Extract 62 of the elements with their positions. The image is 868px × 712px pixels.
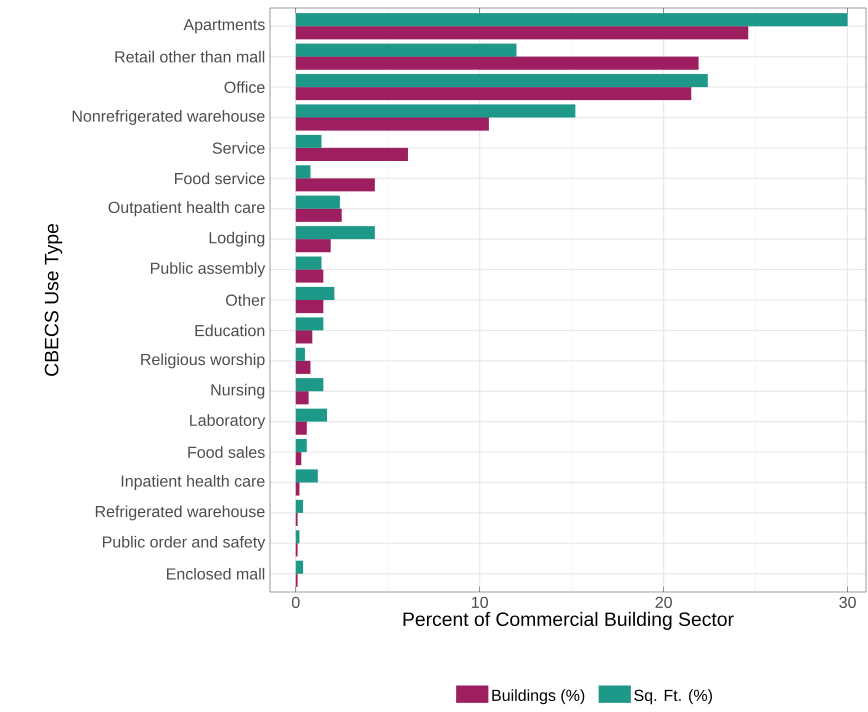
y-tick-label: Food service: [175, 172, 265, 184]
y-tick-label: Outpatient health care: [108, 201, 265, 216]
y-tick-label: Public assembly: [151, 262, 266, 278]
bar: [296, 56, 699, 70]
bar: [296, 26, 748, 40]
x-tick-label: 20: [656, 596, 672, 608]
x-tick-label: 10: [472, 596, 488, 608]
bar: [296, 148, 408, 161]
y-axis-title: CBECS Use Type: [44, 224, 62, 376]
bar: [296, 500, 304, 513]
y-tick-label: Education: [195, 324, 264, 336]
bar: [296, 165, 310, 178]
y-tick-label: Other: [226, 294, 266, 306]
bar: [296, 74, 708, 88]
bar: [296, 134, 322, 148]
bar: [296, 196, 340, 209]
bar: [296, 530, 300, 544]
bar: [296, 270, 324, 283]
y-tick-label: Refrigerated warehouse: [96, 505, 265, 520]
y-tick-label: Retail other than mall: [115, 50, 264, 63]
y-tick-label: Inpatient health care: [122, 475, 265, 490]
y-tick-label: Apartments: [184, 19, 265, 34]
y-tick-label: Nonrefrigerated warehouse: [72, 110, 265, 125]
y-tick-label: Service: [212, 142, 265, 154]
bar: [296, 300, 324, 314]
bar: [296, 452, 302, 466]
bar: [296, 208, 342, 222]
y-tick-label: Office: [224, 81, 265, 93]
bar: [296, 408, 328, 422]
bar: [296, 439, 307, 452]
bar: [296, 482, 300, 496]
bar: [296, 330, 312, 344]
bar: [296, 178, 375, 192]
y-tick-label: Enclosed mall: [167, 568, 264, 580]
bar: [296, 360, 310, 374]
bar: [296, 226, 375, 240]
bar: [296, 378, 324, 392]
bar: [296, 239, 331, 252]
bar: [296, 256, 322, 270]
bar: [296, 117, 489, 131]
legend-label: Buildings (%): [492, 689, 584, 704]
bar: [296, 44, 516, 57]
y-tick-label: Religious worship: [141, 353, 265, 368]
y-tick-label: Public order and safety: [102, 536, 266, 551]
x-tick-label: 30: [839, 596, 856, 608]
bar: [296, 13, 848, 26]
bar: [296, 469, 318, 482]
bar: [296, 560, 304, 574]
legend-label: Sq. Ft. (%): [634, 689, 712, 704]
y-tick-label: Food sales: [188, 446, 265, 458]
y-tick-label: Nursing: [211, 384, 264, 399]
y-tick-label: Lodging: [210, 232, 264, 247]
x-axis-title: Percent of Commercial Building Sector: [404, 612, 734, 630]
bar: [296, 422, 307, 435]
y-tick-label: Laboratory: [190, 414, 266, 430]
bar: [296, 87, 692, 100]
bar: [296, 286, 334, 300]
bar: [296, 348, 305, 361]
bar: [296, 104, 576, 118]
x-tick-label: 0: [292, 596, 300, 608]
bar: [296, 391, 309, 404]
bar: [296, 317, 324, 330]
